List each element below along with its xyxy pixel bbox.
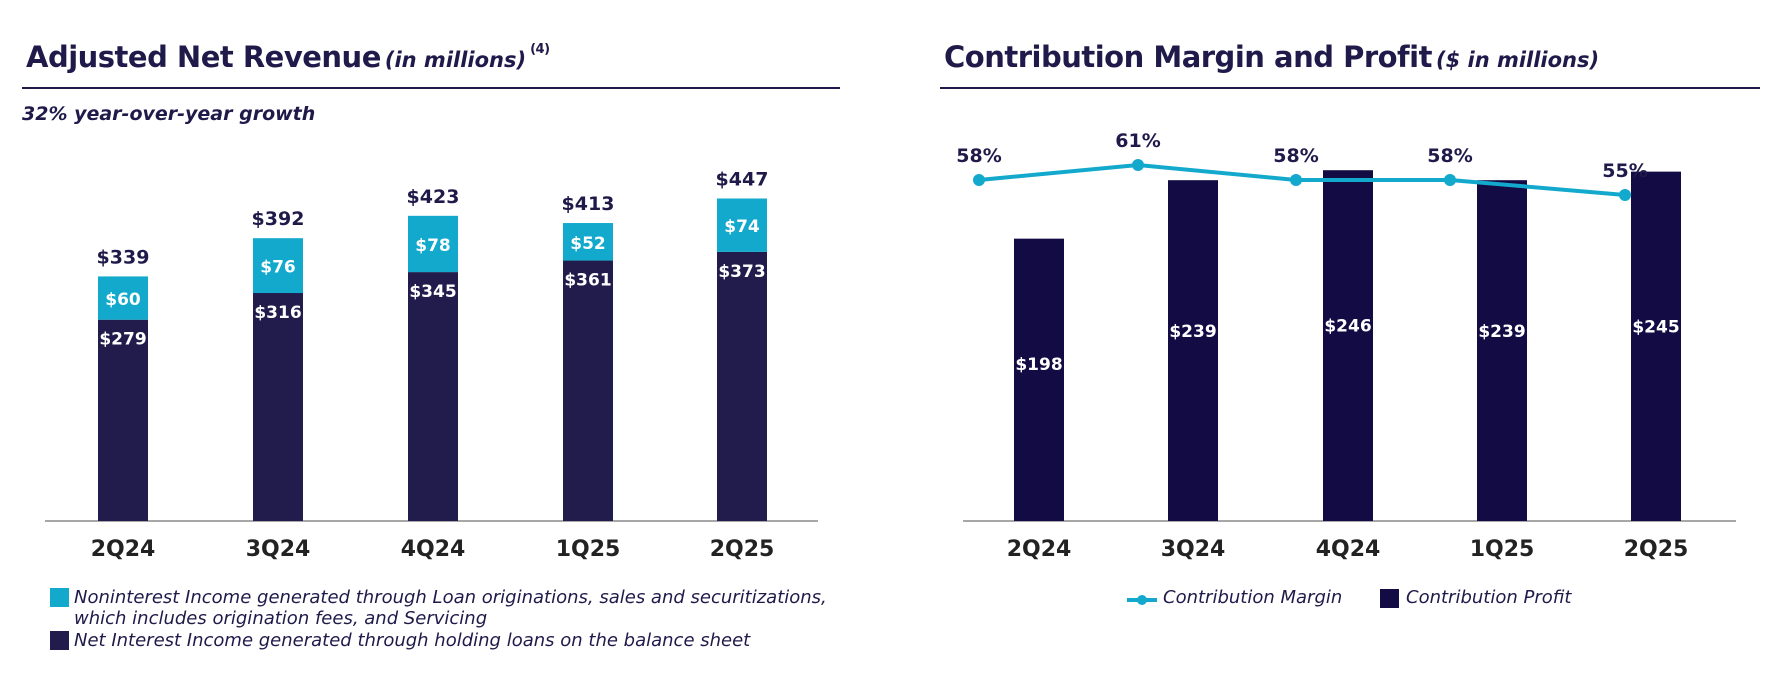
bar-noninterest-4q24	[408, 215, 458, 273]
margin-point-2q25	[1619, 189, 1631, 201]
x-tick-2q25: 2Q25	[710, 537, 775, 562]
margin-label-3q24: 61%	[1115, 130, 1160, 152]
legend-noninterest-line2: which includes origination fees, and Ser…	[74, 608, 488, 629]
bar-noninterest-3q24	[253, 238, 303, 294]
bar-noninterest-2q24	[98, 276, 148, 320]
legend-swatch-profit	[1380, 589, 1399, 608]
x-tick-right-4q24: 4Q24	[1316, 537, 1381, 562]
label-net-interest-2q25: $373	[718, 262, 765, 282]
legend-net-interest: Net Interest Income generated through ho…	[74, 630, 751, 651]
label-contribution-profit-1q25: $239	[1478, 322, 1525, 342]
left-title-text: Adjusted Net Revenue	[26, 40, 381, 74]
bar-contribution-profit-3q24	[1168, 180, 1218, 521]
right-title-text: Contribution Margin and Profit	[944, 40, 1432, 74]
left-legend: Noninterest Income generated through Loa…	[50, 587, 850, 668]
label-total-2q24: $339	[97, 246, 150, 268]
margin-label-4q24: 58%	[1273, 145, 1318, 167]
label-contribution-profit-2q25: $245	[1632, 317, 1679, 337]
bar-noninterest-1q25	[563, 223, 613, 261]
label-noninterest-2q24: $60	[105, 290, 141, 310]
legend-noninterest-line1: Noninterest Income generated through Loa…	[74, 587, 827, 608]
legend-contribution-margin: Contribution Margin	[1163, 587, 1343, 608]
label-contribution-profit-4q24: $246	[1324, 317, 1371, 337]
legend-swatch-net-interest	[50, 631, 69, 650]
bar-contribution-profit-4q24	[1323, 170, 1373, 522]
margin-point-4q24	[1290, 174, 1302, 186]
x-tick-2q24: 2Q24	[91, 537, 156, 562]
legend-contribution-profit: Contribution Profit	[1406, 587, 1572, 608]
legend-swatch-noninterest	[50, 588, 69, 607]
label-net-interest-4q24: $345	[409, 282, 456, 302]
left-title-rule	[22, 87, 840, 89]
x-tick-1q25: 1Q25	[556, 537, 621, 562]
x-tick-4q24: 4Q24	[401, 537, 466, 562]
label-total-4q24: $423	[407, 186, 460, 208]
bar-net-interest-1q25	[563, 260, 613, 521]
right-legend: Contribution Margin Contribution Profit	[1125, 587, 1625, 618]
bar-contribution-profit-2q25	[1631, 171, 1681, 521]
bar-net-interest-4q24	[408, 272, 458, 521]
label-contribution-profit-2q24: $198	[1015, 355, 1062, 375]
right-title-rule	[940, 87, 1760, 89]
label-net-interest-1q25: $361	[564, 271, 611, 291]
left-title-footnote: (4)	[530, 42, 550, 57]
x-tick-right-1q25: 1Q25	[1470, 537, 1535, 562]
label-total-3q24: $392	[252, 208, 305, 230]
bar-contribution-profit-2q24	[1014, 238, 1064, 522]
label-total-2q25: $447	[716, 169, 769, 191]
bar-noninterest-2q25	[717, 198, 767, 252]
label-noninterest-3q24: $76	[260, 258, 296, 278]
bar-net-interest-3q24	[253, 293, 303, 521]
label-noninterest-4q24: $78	[415, 236, 451, 256]
left-chart-title: Adjusted Net Revenue (in millions) (4)	[26, 40, 550, 74]
x-tick-right-2q24: 2Q24	[1007, 537, 1072, 562]
right-chart-title: Contribution Margin and Profit ($ in mill…	[944, 40, 1599, 74]
label-noninterest-2q25: $74	[724, 217, 760, 237]
margin-label-1q25: 58%	[1427, 145, 1472, 167]
right-chart-svg: $198 2Q24 $239 3Q24 $246 4Q24 $239 1Q25 $245 2Q25…	[956, 130, 1736, 562]
label-contribution-profit-3q24: $239	[1169, 322, 1216, 342]
margin-point-1q25	[1444, 174, 1456, 186]
label-total-1q25: $413	[562, 193, 615, 215]
margin-label-2q24: 58%	[956, 145, 1001, 167]
bar-net-interest-2q25	[717, 251, 767, 521]
left-chart-svg: $279 $60 $339 2Q24 $316 $76 $392 3Q24 $345 $78 $42…	[45, 169, 818, 562]
label-net-interest-3q24: $316	[254, 303, 301, 323]
legend-margin-line-icon	[1127, 595, 1157, 605]
x-tick-right-3q24: 3Q24	[1161, 537, 1226, 562]
margin-point-3q24	[1132, 159, 1144, 171]
left-panel: Adjusted Net Revenue (in millions) (4) 32%…	[0, 0, 850, 673]
bar-net-interest-2q24	[98, 319, 148, 521]
growth-subtitle: 32% year-over-year growth	[22, 103, 316, 125]
left-title-unit: (in millions)	[384, 48, 527, 72]
margin-label-2q25: 55%	[1602, 160, 1647, 182]
right-title-unit: ($ in millions)	[1435, 48, 1600, 72]
x-tick-3q24: 3Q24	[246, 537, 311, 562]
label-net-interest-2q24: $279	[99, 330, 146, 350]
right-panel: Contribution Margin and Profit ($ in mill…	[940, 0, 1766, 673]
margin-point-2q24	[973, 174, 985, 186]
bar-contribution-profit-1q25	[1477, 180, 1527, 521]
x-tick-right-2q25: 2Q25	[1624, 537, 1689, 562]
label-noninterest-1q25: $52	[570, 234, 606, 254]
